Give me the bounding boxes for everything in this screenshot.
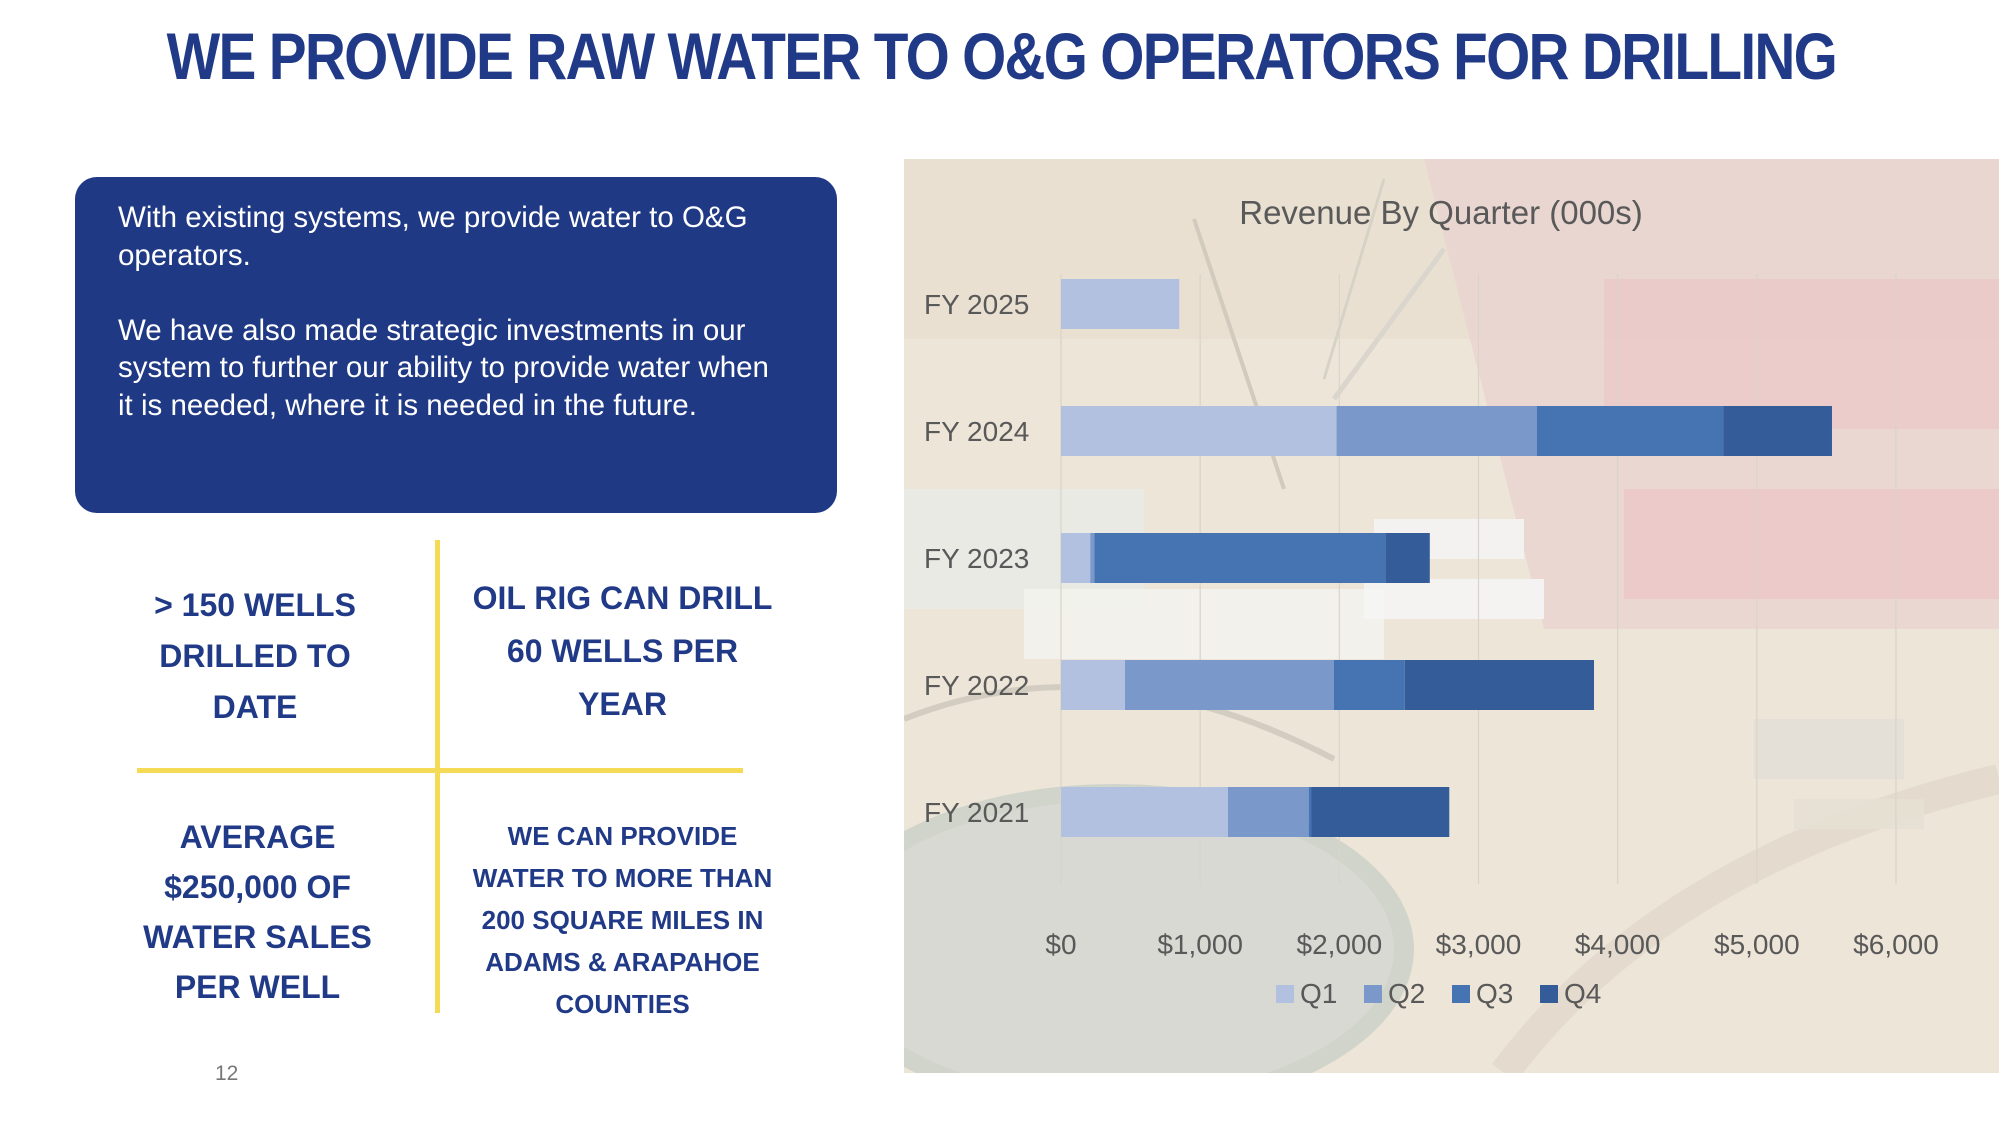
bar-segment [1061,660,1126,710]
legend-label: Q1 [1300,978,1337,1009]
y-category-label: FY 2021 [924,797,1029,828]
stat-wells-drilled: > 150 WELLS DRILLED TO DATE [130,580,380,733]
stat-line: COUNTIES [555,989,690,1019]
stat-line: $250,000 OF [164,869,351,905]
y-category-label: FY 2025 [924,289,1029,320]
intro-paragraph-1: With existing systems, we provide water … [118,201,748,272]
slide-title: WE PROVIDE RAW WATER TO O&G OPERATORS FO… [166,19,1838,93]
bars [1061,279,1832,837]
x-tick-label: $2,000 [1297,929,1383,960]
bar-segment [1536,406,1724,456]
stat-line: DRILLED TO [159,638,351,674]
bar-segment [1336,406,1537,456]
x-tick-label: $4,000 [1575,929,1661,960]
revenue-chart: $0 $1,000 $2,000 $3,000 $4,000 $5,000 $6,000 FY… [904,159,1999,1073]
legend-label: Q3 [1476,978,1513,1009]
bar-segment [1125,660,1334,710]
legend: Q1 Q2 Q3 Q4 [1276,978,1601,1009]
stat-line: YEAR [578,686,667,722]
intro-paragraph-2: We have also made strategic investments … [118,313,769,422]
bar-segment [1311,787,1450,837]
y-category-label: FY 2022 [924,670,1029,701]
chart-title: Revenue By Quarter (000s) [1239,194,1643,231]
legend-swatch [1276,985,1294,1003]
bar-segment [1061,406,1337,456]
x-tick-label: $3,000 [1436,929,1522,960]
bar-segment [1090,533,1095,583]
legend-label: Q2 [1388,978,1425,1009]
bar-segment [1094,533,1386,583]
x-tick-label: $6,000 [1853,929,1939,960]
bar-segment [1228,787,1309,837]
bar-segment [1061,279,1180,329]
stat-line: WATER SALES [143,919,372,955]
stat-line: 60 WELLS PER [506,633,739,669]
bar-segment [1333,660,1405,710]
x-tick-label: $0 [1045,929,1076,960]
vertical-divider [435,540,440,1013]
bar-segment [1308,787,1312,837]
stat-line: PER WELL [174,969,341,1005]
stat-coverage: WE CAN PROVIDE WATER TO MORE THAN 200 SQ… [455,815,790,1025]
legend-label: Q4 [1564,978,1601,1009]
stat-rig-capacity: OIL RIG CAN DRILL 60 WELLS PER YEAR [455,572,790,731]
labels: $0 $1,000 $2,000 $3,000 $4,000 $5,000 $6,000 FY… [924,289,1939,960]
bar-segment [1385,533,1430,583]
legend-swatch [1540,985,1558,1003]
stat-line: > 150 WELLS [154,587,356,623]
y-category-label: FY 2024 [924,416,1029,447]
aerial-photo-background [904,159,1999,1073]
stat-line: WATER TO MORE THAN [472,863,773,893]
stat-line: ADAMS & ARAPAHOE [485,947,760,977]
bar-segment [1723,406,1832,456]
bar-segment [1061,533,1091,583]
y-category-label: FY 2023 [924,543,1029,574]
x-tick-label: $1,000 [1157,929,1243,960]
x-tick-label: $5,000 [1714,929,1800,960]
stat-line: 200 SQUARE MILES IN [481,905,764,935]
stat-line: WE CAN PROVIDE [507,821,738,851]
legend-swatch [1364,985,1382,1003]
stat-water-sales: AVERAGE $250,000 OF WATER SALES PER WELL [130,812,385,1012]
horizontal-divider [137,768,743,773]
intro-box: With existing systems, we provide water … [75,177,837,513]
bar-segment [1404,660,1595,710]
stat-line: OIL RIG CAN DRILL [472,580,773,616]
page-number: 12 [215,1062,239,1085]
chart-panel: $0 $1,000 $2,000 $3,000 $4,000 $5,000 $6,000 FY… [904,159,1999,1073]
bar-segment [1061,787,1228,837]
stat-line: AVERAGE [179,819,336,855]
stat-line: DATE [212,689,298,725]
legend-swatch [1452,985,1470,1003]
